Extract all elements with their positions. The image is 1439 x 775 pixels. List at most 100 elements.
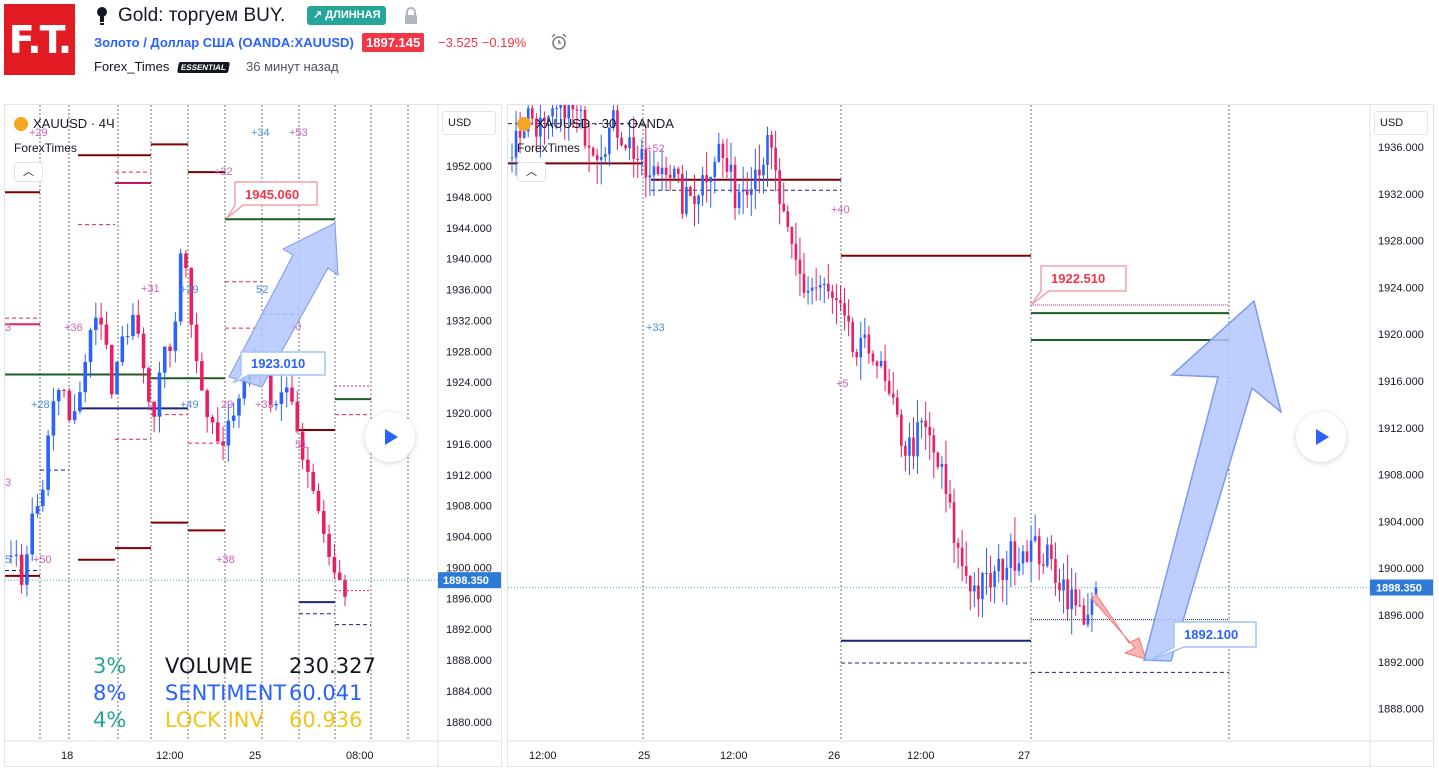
candle-body [668,174,672,178]
target-arrow [1143,299,1283,662]
candle-body [985,572,988,574]
candle-body [583,109,587,146]
collapse-legend-button[interactable]: ︿ [517,162,546,182]
play-button[interactable] [365,412,415,462]
candle-body [798,259,802,274]
stats-label: LOCK INV [165,708,264,732]
candle-body [1017,563,1021,571]
chart-canvas-4h[interactable]: +29+34+53+325240+31+29+363+4929+33+2851+… [5,105,502,767]
candle-body [316,490,321,512]
candle-body [693,196,696,205]
price-tick: 1932.000 [1378,189,1424,201]
candle-body [713,161,717,177]
author-name[interactable]: Forex_Times [94,59,170,74]
level-label: +50 [33,554,52,566]
symbol-link[interactable]: Золото / Доллар США (OANDA:XAUUSD) [94,35,354,50]
candle-body [295,401,300,432]
candle-body [184,253,188,269]
candle-body [231,415,236,421]
candle-body [1041,564,1045,566]
chart-canvas-30m[interactable]: +52 +40 +33 +5 1922.510 1892.100 1936.000 1932.… [508,105,1434,767]
chart-panel-30m[interactable]: +52 +40 +33 +5 1922.510 1892.100 1936.000 1932.… [507,104,1434,767]
price-tick: 1908.000 [1378,470,1424,482]
candle-body [778,170,781,204]
candle-body [56,389,61,402]
candle-body [141,333,146,369]
candle-body [559,105,562,108]
candle-body [1062,579,1065,591]
collapse-legend-button[interactable]: ︿ [14,162,43,182]
idea-title: Gold: торгуем BUY. [118,5,286,26]
currency-select[interactable]: USD [1374,111,1428,135]
candle-body [221,441,225,446]
gold-coin-icon [14,116,28,131]
candle-body [1058,582,1061,591]
level-label: +29 [180,284,199,296]
time-tick: 25 [638,750,650,762]
price-tick: 1920.000 [446,408,492,420]
callout-box [232,351,326,384]
candle-body [973,585,976,592]
candle-body [547,116,550,122]
candle-body [717,143,721,162]
forex-times-logo[interactable]: F.T. [4,4,75,75]
candle-body [786,211,790,227]
lock-icon [405,7,417,24]
price-tick: 1936.000 [1378,142,1424,154]
candle-body [883,360,887,381]
time-tick: 12:00 [907,750,935,762]
candle-body [300,431,305,460]
alert-clock-icon[interactable] [550,33,568,51]
callout-target: 1945.060 [226,181,318,219]
candle-body [1021,551,1025,564]
callout-box [1147,621,1257,662]
candle-body [887,380,891,394]
candle-body [908,437,911,456]
candle-body [920,420,923,423]
candle-body [725,158,729,172]
candle-body [839,300,842,304]
candle-body [835,298,838,301]
price-tick: 1920.000 [1378,329,1424,341]
chart-panel-4h[interactable]: +29+34+53+325240+31+29+363+4929+33+2851+… [4,104,502,767]
candle-body [1082,605,1086,625]
callout-target: 1922.510 [1030,265,1127,306]
candle-body [924,420,927,427]
candle-body [681,173,684,214]
level-label: +31 [141,283,160,295]
price-tick: 1936.000 [446,285,492,297]
price-tick: 1916.000 [446,439,492,451]
candle-body [916,422,919,457]
candle-body [587,145,591,148]
candle-body [997,558,1000,572]
candle-body [115,362,119,395]
time-tick: 12:00 [529,750,557,762]
price-tick: 1888.000 [1378,704,1424,716]
candle-body [530,108,534,119]
candle-body [656,166,660,175]
candle-body [729,164,733,172]
candle-body [575,109,579,111]
level-label: 3 [5,477,11,489]
candle-body [794,243,798,260]
candle-body [664,167,668,175]
candle-body [616,110,619,138]
callout-text: 1892.100 [1184,627,1238,642]
candle-body [1046,544,1049,566]
currency-select[interactable]: USD [442,111,496,135]
level-label: 3 [5,322,11,334]
candle-body [210,417,215,423]
price-tick: 1896.000 [1378,610,1424,622]
candle-body [78,392,82,412]
candle-body [818,285,822,288]
candle-body [952,502,956,543]
play-button[interactable] [1296,412,1346,462]
legend-symbol: XAUUSD · 30 · OANDA [536,116,674,131]
candle-body [35,506,40,514]
candle-body [843,303,846,316]
stats-pct: 8% [93,681,127,705]
candle-body [875,361,879,367]
price-tick: 1904.000 [446,532,492,544]
candle-body [162,346,167,373]
candle-body [814,287,818,289]
